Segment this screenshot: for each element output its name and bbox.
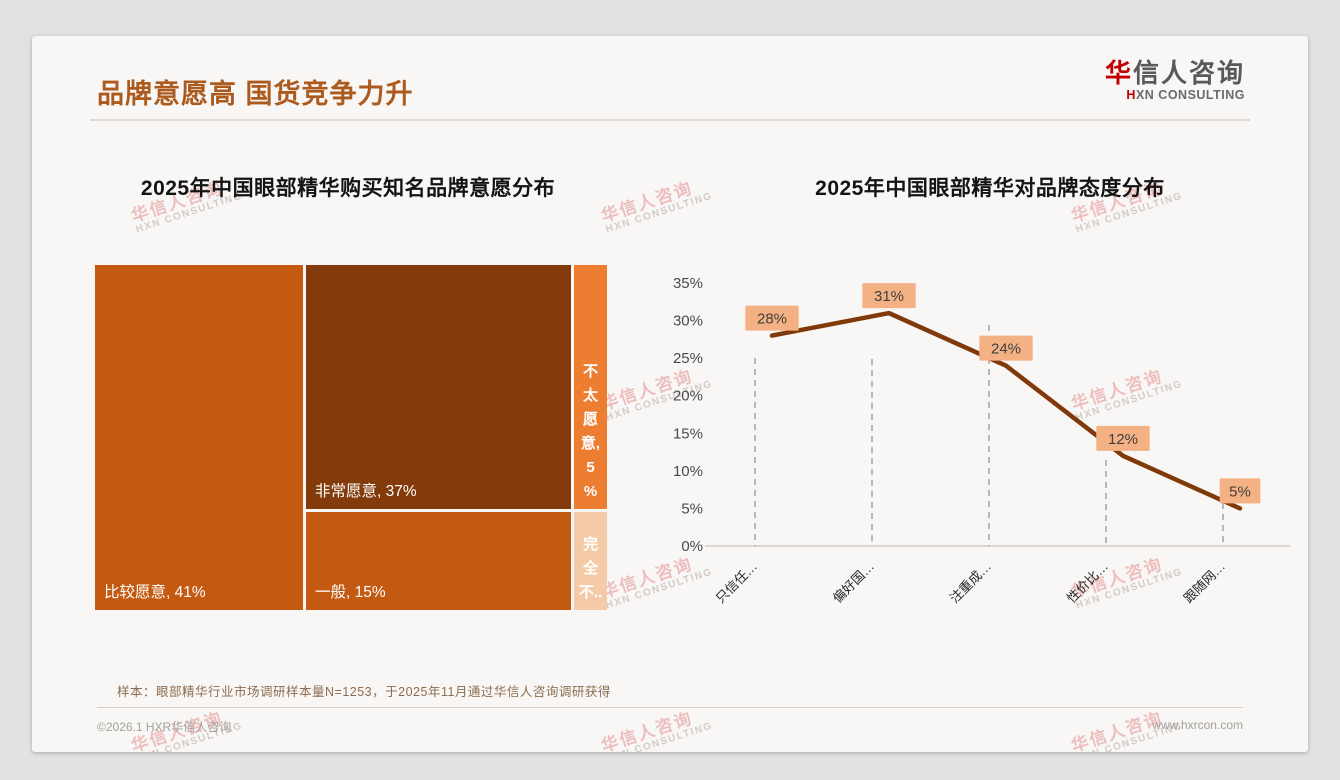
website-link[interactable]: www.hxrcon.com — [1152, 718, 1243, 732]
x-axis-category-label: 注重成… — [947, 559, 994, 606]
data-label-box — [1096, 425, 1150, 451]
data-label: 12% — [1108, 431, 1138, 448]
y-axis-tick-label: 5% — [681, 500, 703, 517]
treemap-cell-比较愿意: 比较愿意, 41% — [95, 265, 303, 610]
header-divider — [90, 119, 1250, 121]
treemap-chart: 比较愿意, 41% 非常愿意, 37% 一般, 15% 不 太 愿 意, 5 % 完 全… — [95, 265, 607, 610]
y-axis-tick-label: 20% — [673, 388, 703, 405]
y-axis-tick-label: 0% — [681, 538, 703, 555]
company-logo: 华信人咨询 HXN CONSULTING — [1105, 58, 1245, 103]
line-chart-title: 2025年中国眼部精华对品牌态度分布 — [815, 177, 1165, 200]
line-series — [769, 310, 1243, 511]
x-axis-category-label: 只信任… — [713, 559, 760, 606]
data-label: 24% — [991, 341, 1021, 358]
y-axis-tick-label: 10% — [673, 463, 703, 480]
y-axis-tick-label: 15% — [673, 425, 703, 442]
treemap-cell-完全不愿意: 完 全 不.. — [574, 512, 607, 610]
logo-chinese-text: 华信人咨询 — [1104, 58, 1245, 88]
x-axis-category-label: 跟随网… — [1181, 559, 1228, 606]
y-axis-tick-label: 35% — [673, 275, 703, 292]
treemap-cell-label: 非常愿意, 37% — [315, 483, 417, 500]
line-chart: 0% 5% 10% 15% 20% 25% 30% 35% 28% 31% 24% 12% 5% 只信任…… — [673, 275, 1290, 606]
data-label-box — [1219, 478, 1261, 504]
copyright-text: ©2026.1 HXR华信人咨询 — [97, 720, 232, 734]
slide-card: 华信人咨询 HXN CONSULTING 华信人咨询 HXN CONSULTING 华信… — [32, 36, 1308, 752]
treemap-cell-label: 比较愿意, 41% — [104, 584, 206, 601]
treemap-cell-一般: 一般, 15% — [306, 512, 571, 610]
treemap-cell-label: 不 太 愿 意, 5 % — [580, 363, 601, 500]
y-axis-tick-label: 30% — [673, 313, 703, 330]
treemap-cell-label: 一般, 15% — [315, 584, 386, 601]
logo-english-text: HXN CONSULTING — [1126, 88, 1245, 102]
y-axis-tick-label: 25% — [673, 350, 703, 367]
x-axis-category-label: 偏好国… — [830, 559, 877, 606]
data-label: 5% — [1229, 483, 1251, 500]
data-label: 28% — [757, 311, 787, 328]
footer: ©2026.1 HXR华信人咨询 www.hxrcon.com — [97, 718, 1243, 735]
data-label-box — [979, 335, 1033, 361]
sample-note: 样本：眼部精华行业市场调研样本量N=1253，于2025年11月通过华信人咨询调… — [117, 685, 611, 699]
data-label-box — [745, 305, 799, 331]
data-label: 31% — [874, 288, 904, 305]
treemap-cell-label: 完 全 不.. — [578, 536, 603, 601]
treemap-chart-title: 2025年中国眼部精华购买知名品牌意愿分布 — [140, 177, 556, 200]
page-title: 品牌意愿高 国货竞争力升 — [97, 79, 414, 109]
footer-divider — [97, 707, 1243, 708]
treemap-cell-非常愿意: 非常愿意, 37% — [306, 265, 571, 509]
treemap-cell-不太愿意: 不 太 愿 意, 5 % — [574, 265, 607, 509]
x-axis-category-label: 性价比… — [1064, 559, 1111, 606]
data-label-box — [862, 283, 916, 309]
